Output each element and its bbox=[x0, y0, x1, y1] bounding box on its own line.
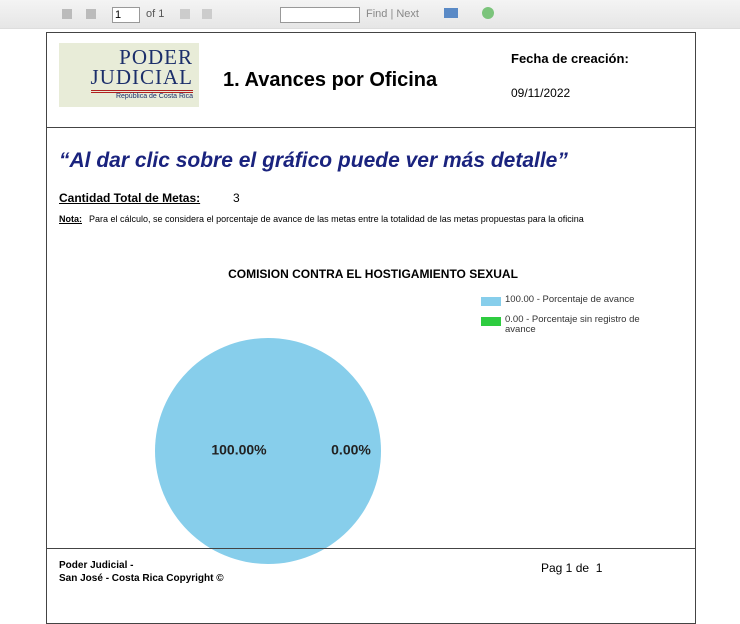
total-label: Cantidad Total de Metas: bbox=[59, 191, 201, 205]
footer-text: San José - Costa Rica Copyright © bbox=[59, 573, 224, 584]
legend-item: 100.00 - Porcentaje de avance bbox=[481, 295, 681, 315]
logo-text: PODER bbox=[119, 45, 193, 69]
logo: PODER JUDICIAL República de Costa Rica bbox=[59, 43, 199, 107]
export-button[interactable] bbox=[444, 8, 458, 18]
report-page: PODER JUDICIAL República de Costa Rica 1… bbox=[46, 32, 696, 624]
next-page-button[interactable] bbox=[180, 9, 190, 19]
legend-label: 100.00 - Porcentaje de avance bbox=[505, 294, 635, 305]
total-value: 3 bbox=[233, 191, 240, 205]
toolbar: 1 of 1 Find | Next bbox=[0, 0, 740, 29]
pie-chart[interactable]: 100.00% 0.00% bbox=[47, 283, 467, 573]
first-page-button[interactable] bbox=[62, 9, 72, 19]
date-label: Fecha de creación: bbox=[511, 51, 629, 66]
date: 09/11/2022 bbox=[511, 86, 571, 100]
last-page-button[interactable] bbox=[202, 9, 212, 19]
divider bbox=[47, 548, 695, 549]
legend-swatch bbox=[481, 297, 501, 306]
logo-subtext: República de Costa Rica bbox=[115, 93, 193, 100]
note-label: Nota: bbox=[59, 214, 82, 224]
data-label: 100.00% bbox=[211, 442, 267, 458]
prev-page-button[interactable] bbox=[86, 9, 96, 19]
legend-label: 0.00 - Porcentaje sin registro de avance bbox=[505, 314, 640, 335]
quote: “Al dar clic sobre el gráfico puede ver … bbox=[59, 149, 568, 172]
page-input[interactable]: 1 bbox=[112, 7, 140, 23]
data-label: 0.00% bbox=[331, 442, 371, 458]
legend-swatch bbox=[481, 317, 501, 326]
page-count: of 1 bbox=[146, 8, 165, 20]
legend: 100.00 - Porcentaje de avance 0.00 - Porc… bbox=[481, 295, 681, 343]
refresh-button[interactable] bbox=[482, 7, 494, 19]
report-title: 1. Avances por Oficina bbox=[223, 69, 438, 91]
page-number: Pag 1 de 1 bbox=[541, 561, 603, 575]
divider bbox=[47, 127, 695, 128]
logo-text: JUDICIAL bbox=[90, 65, 193, 93]
find-input[interactable] bbox=[280, 7, 360, 23]
note: Para el cálculo, se considera el porcent… bbox=[89, 214, 584, 224]
pie-slice bbox=[155, 338, 381, 564]
footer-text: Poder Judicial - bbox=[59, 560, 134, 571]
find-next[interactable]: Find | Next bbox=[366, 8, 419, 20]
legend-item: 0.00 - Porcentaje sin registro de avance bbox=[481, 315, 681, 343]
chart-title: COMISION CONTRA EL HOSTIGAMIENTO SEXUAL bbox=[228, 267, 518, 281]
